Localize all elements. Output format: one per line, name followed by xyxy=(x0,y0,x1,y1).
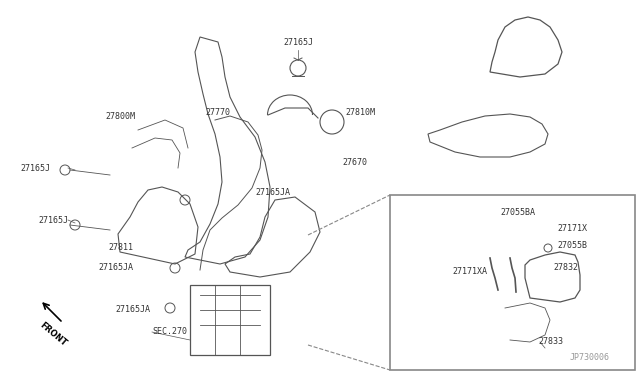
Text: 27171XA: 27171XA xyxy=(452,267,487,276)
Text: 27810M: 27810M xyxy=(345,108,375,116)
Text: SEC.270: SEC.270 xyxy=(152,327,187,337)
Text: 27055B: 27055B xyxy=(557,241,587,250)
Text: 27800M: 27800M xyxy=(105,112,135,121)
Bar xyxy=(190,285,270,355)
Text: 27165JA: 27165JA xyxy=(115,305,150,314)
Text: 27833: 27833 xyxy=(538,337,563,346)
Text: FRONT: FRONT xyxy=(38,320,68,348)
Bar xyxy=(390,195,635,370)
Text: 27165JA: 27165JA xyxy=(255,187,290,196)
Text: 27670: 27670 xyxy=(342,157,367,167)
Text: 27165J: 27165J xyxy=(20,164,50,173)
Text: 27770: 27770 xyxy=(205,108,230,116)
Text: 27811: 27811 xyxy=(108,244,133,253)
Text: 27171X: 27171X xyxy=(557,224,587,232)
Text: 27055BA: 27055BA xyxy=(500,208,535,217)
Text: 27832: 27832 xyxy=(553,263,578,273)
Text: JP730006: JP730006 xyxy=(570,353,610,362)
Text: 27165JA: 27165JA xyxy=(98,263,133,273)
Text: 27165J: 27165J xyxy=(283,38,313,46)
Text: 27165J: 27165J xyxy=(38,215,68,224)
